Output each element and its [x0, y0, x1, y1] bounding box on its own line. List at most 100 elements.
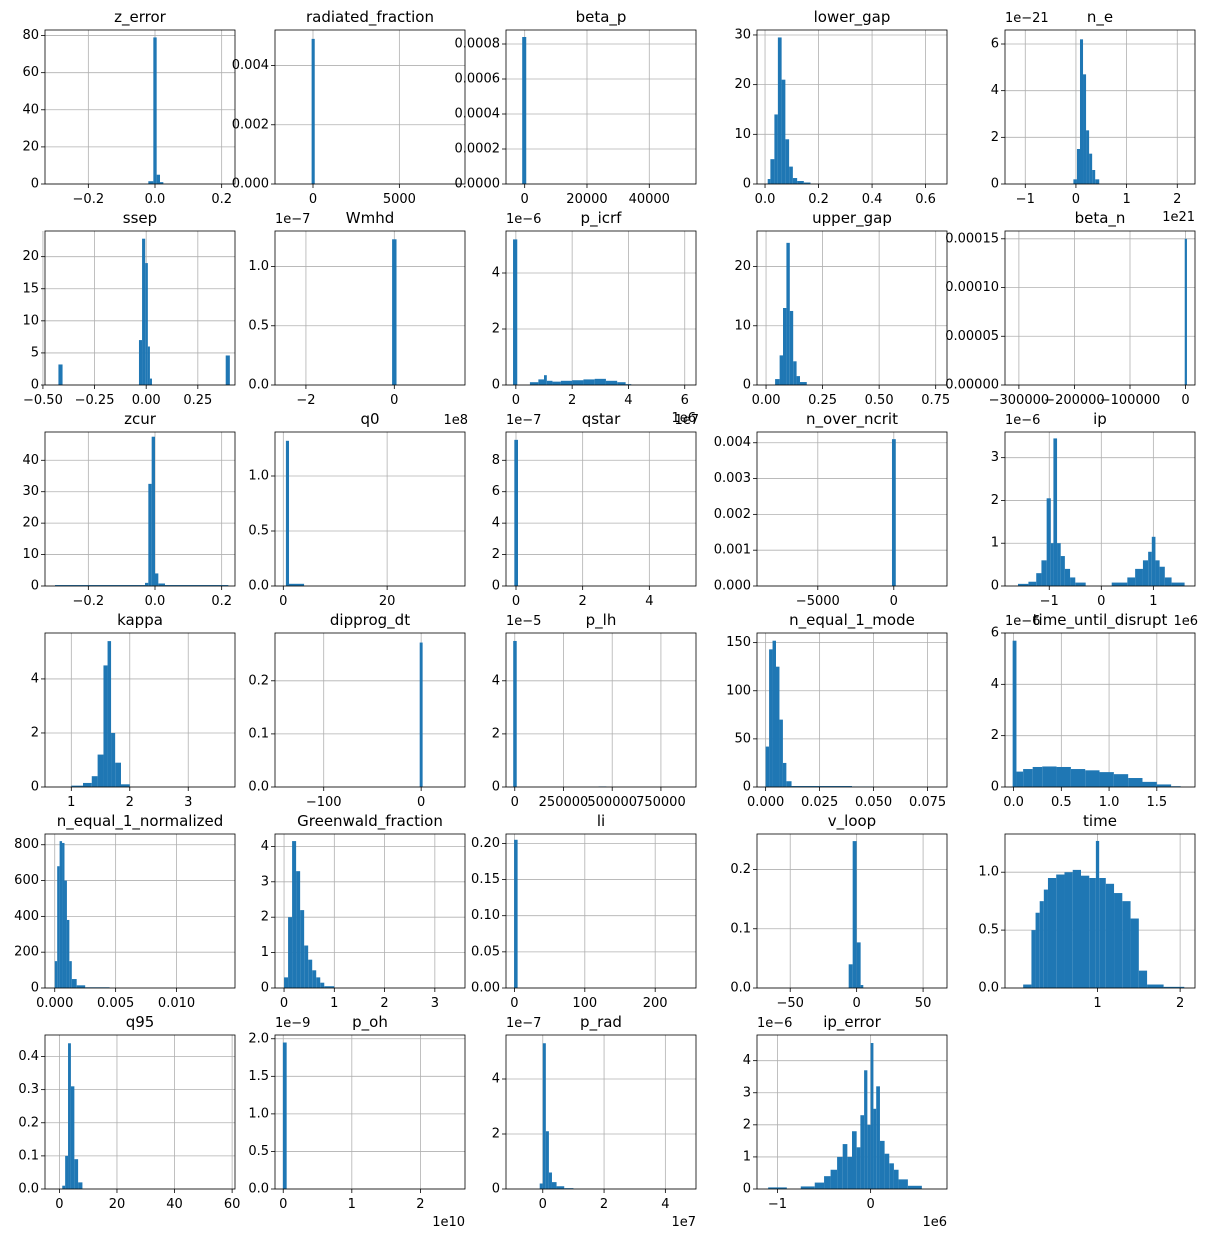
y-tick-label: 4 — [261, 839, 269, 854]
x-tick-label: 0.2 — [211, 594, 232, 609]
y-tick-label: 30 — [734, 27, 751, 42]
x-offset-label: 1e7 — [674, 413, 699, 428]
y-tick-label: 1.0 — [978, 865, 999, 880]
x-tick-label: 0.010 — [158, 996, 195, 1011]
y-tick-label: 5 — [31, 345, 39, 360]
y-tick-label: 0.05 — [471, 944, 500, 959]
histogram-bar — [842, 1144, 848, 1189]
histogram-bar — [786, 781, 792, 787]
y-tick-label: 0.0 — [248, 1182, 269, 1197]
histogram-bar — [1023, 769, 1033, 787]
subplot-ip: −1 0 1 0 1 2 3 ip 1e−6 — [991, 410, 1196, 609]
x-tick-label: 0 — [1072, 192, 1080, 207]
y-tick-label: 0.0002 — [455, 142, 501, 157]
histogram-bar — [320, 982, 325, 988]
x-tick-label: 0 — [511, 795, 519, 810]
histogram-bar — [782, 762, 787, 787]
subplot-title: p_icrf — [581, 209, 623, 228]
x-tick-label: 0 — [890, 594, 898, 609]
histogram-bar — [97, 754, 104, 787]
histogram-bar — [225, 355, 230, 385]
histogram-bar — [605, 380, 618, 385]
histogram-bar — [58, 364, 63, 385]
histogram-bar — [551, 1182, 557, 1189]
histogram-bar — [1127, 577, 1136, 586]
x-tick-label: 0 — [280, 996, 288, 1011]
histogram-bar — [69, 961, 72, 988]
histogram-bar — [789, 166, 793, 184]
histogram-bar — [1041, 560, 1047, 586]
y-tick-label: 600 — [14, 873, 39, 888]
histogram-bar — [779, 355, 784, 385]
histogram-bar — [55, 585, 145, 586]
x-tick-label: 0 — [1097, 594, 1105, 609]
x-tick-label: 0.005 — [97, 996, 134, 1011]
x-tick-label: −100 — [306, 795, 342, 810]
histogram-bar — [1135, 568, 1143, 586]
axes-frame — [756, 230, 948, 386]
histogram-bar — [312, 970, 317, 988]
histogram-bar — [889, 1163, 894, 1189]
histogram-bar — [848, 964, 853, 988]
histogram-bar — [538, 379, 544, 385]
y-tick-label: 0.10 — [471, 908, 500, 923]
histogram-bar — [121, 784, 130, 787]
histogram-bar — [583, 379, 595, 385]
subplot-title: beta_p — [576, 8, 627, 27]
axes-frame — [274, 29, 466, 185]
subplot-title: dipprog_dt — [330, 611, 410, 630]
histogram-bar — [867, 1124, 871, 1189]
histogram-bar — [1016, 771, 1024, 787]
subplot-title: radiated_fraction — [306, 8, 434, 27]
histogram-bar — [1105, 883, 1115, 988]
subplot-v-loop: −50 0 50 0.0 0.1 0.2 v_loop — [730, 812, 948, 1011]
subplot-ip-error: −1 0 0 1 2 3 4 ip_error 1e−6 1e6 — [743, 1013, 948, 1230]
y-tick-label: 0 — [492, 780, 500, 795]
subplot-ssep: −0.50 −0.25 0.00 0.25 0 5 10 15 20 ssep — [22, 209, 236, 408]
x-tick-label: 40 — [166, 1197, 183, 1212]
subplot-title: n_equal_1_mode — [789, 611, 915, 630]
subplot-time: 1 2 0.0 0.5 1.0 time — [978, 812, 1196, 1011]
histogram-bar — [891, 439, 896, 586]
y-tick-label: 0.002 — [714, 507, 751, 522]
x-tick-label: 0.00 — [132, 393, 161, 408]
histogram-bar — [513, 640, 517, 787]
histogram-bar — [625, 384, 632, 385]
histogram-bar — [514, 439, 518, 586]
subplot-title: Greenwald_fraction — [297, 812, 443, 831]
histogram-bar — [304, 945, 309, 988]
x-tick-label: −50 — [776, 996, 803, 1011]
histogram-bar — [158, 583, 165, 586]
axes-frame — [44, 833, 236, 989]
x-tick-label: 0.6 — [915, 192, 936, 207]
subplot-dipprog-dt: −100 0 0.0 0.1 0.2 dipprog_dt — [248, 611, 466, 810]
histogram-bar — [1079, 39, 1084, 185]
histogram-bar — [153, 37, 157, 184]
histogram-bar — [1086, 130, 1090, 184]
subplot-title: n_e — [1087, 8, 1113, 27]
subplot-lower-gap: 0.0 0.2 0.4 0.6 0 10 20 30 lower_gap — [734, 8, 948, 207]
x-tick-label: 1 — [1149, 594, 1157, 609]
x-offset-label: 1e21 — [1162, 210, 1195, 225]
histogram-bar — [392, 239, 397, 385]
histogram-bar — [311, 38, 315, 185]
y-tick-label: 10 — [734, 127, 751, 142]
x-tick-label: 0.25 — [183, 393, 212, 408]
subplot-p-rad: 0 2 4 0 2 4 p_rad 1e−7 1e7 — [492, 1013, 697, 1230]
subplot-q95: 0 20 40 60 0.0 0.1 0.2 0.3 0.4 q95 — [18, 1013, 240, 1212]
y-offset-label: 1e−6 — [1005, 413, 1040, 428]
y-tick-label: 0.003 — [714, 471, 751, 486]
y-tick-label: 4 — [492, 516, 500, 531]
axes-frame — [274, 230, 466, 386]
y-tick-label: 0.2 — [730, 862, 751, 877]
x-tick-label: 20000 — [566, 192, 607, 207]
histogram-bar — [91, 776, 98, 787]
y-tick-label: 0.00000 — [945, 378, 999, 393]
y-tick-label: 1 — [261, 945, 269, 960]
histogram-bar — [1130, 918, 1139, 988]
x-tick-label: 1 — [348, 1197, 356, 1212]
y-tick-label: 2 — [31, 725, 39, 740]
histogram-bar — [1095, 179, 1100, 184]
